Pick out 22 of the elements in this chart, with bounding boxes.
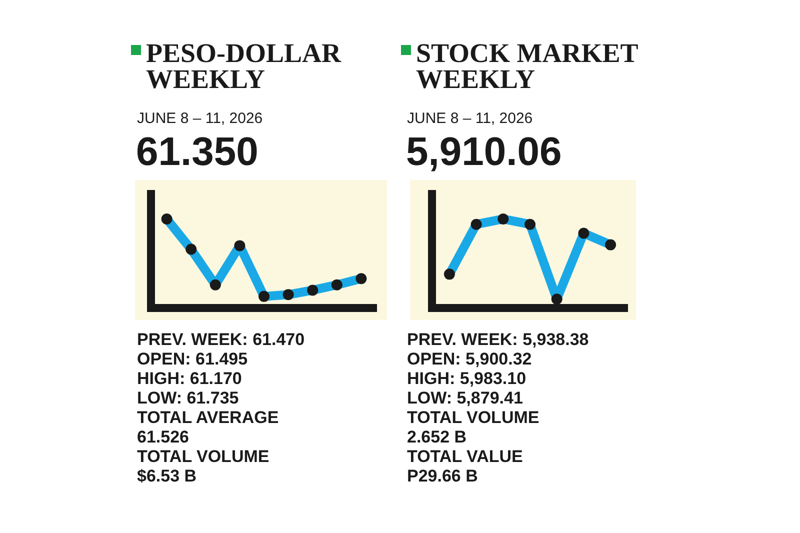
text: 61.350 (136, 130, 258, 174)
chart-title: STOCK MARKET WEEKLY (416, 38, 638, 94)
text: $6.53 B (137, 466, 197, 486)
text: 2.652 B (407, 428, 467, 446)
text: LOW: 61.735 (137, 388, 239, 408)
text: OPEN: 5,900.32 (407, 350, 532, 368)
text: TOTAL VOLUME (407, 408, 540, 427)
chart-subtitle: JUNE 8 – 11, 2026 (137, 110, 263, 127)
text: HIGH: 61.170 (137, 369, 242, 388)
text: P29.66 B (407, 466, 478, 486)
text: 61.526 (137, 428, 189, 446)
text: PREV. WEEK: 61.470 (137, 330, 305, 349)
chart-subtitle: JUNE 8 – 11, 2026 (407, 110, 533, 127)
text: OPEN: 61.495 (137, 350, 248, 368)
text: HIGH: 5,983.10 (407, 369, 526, 388)
text: TOTAL AVERAGE (137, 408, 279, 427)
text: 5,910.06 (406, 130, 562, 174)
text: TOTAL VOLUME (137, 447, 270, 466)
text: TOTAL VALUE (407, 447, 523, 466)
chart-title: PESO-DOLLAR WEEKLY (146, 38, 342, 94)
text: LOW: 5,879.41 (407, 388, 523, 408)
text: PREV. WEEK: 5,938.38 (407, 330, 589, 349)
